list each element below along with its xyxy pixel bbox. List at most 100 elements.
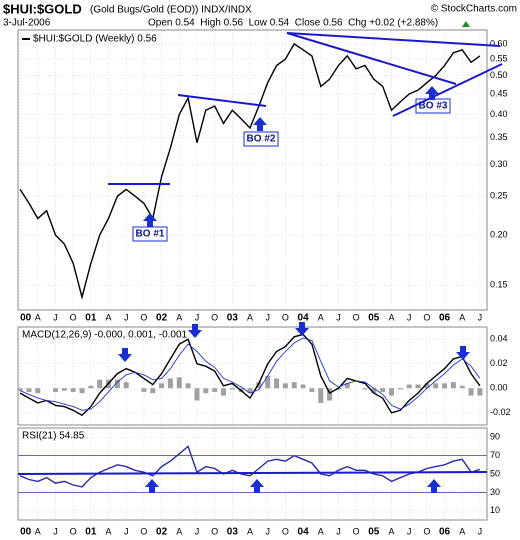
x-tick-label: A <box>459 312 465 322</box>
histogram-bar <box>212 388 218 392</box>
histogram-bar <box>380 388 386 392</box>
y-tick-label: 0.40 <box>490 109 508 119</box>
up-arrow <box>253 117 267 131</box>
y-tick-label: 0.20 <box>490 229 508 239</box>
panel-title: MACD(12,26,9) -0.000, 0.001, -0.001 <box>22 330 188 341</box>
histogram-bar <box>424 383 430 389</box>
histogram-bar <box>477 388 483 396</box>
histogram-bar <box>70 388 76 392</box>
annotation-box <box>243 131 279 147</box>
histogram-bar <box>167 378 173 389</box>
y-tick-label: 90 <box>490 432 500 442</box>
histogram-bar <box>318 388 324 403</box>
x-tick-label: 05 <box>368 313 380 324</box>
histogram-bar <box>309 388 315 392</box>
histogram-bar <box>344 383 350 389</box>
histogram-bar <box>291 382 297 389</box>
x-tick-label: O <box>70 312 77 322</box>
x-tick-label: J <box>478 526 483 536</box>
down-arrow <box>295 322 309 336</box>
description: (Gold Bugs/Gold (EOD)) INDX/INDX <box>90 5 252 16</box>
x-tick-label: A <box>106 312 112 322</box>
down-arrow <box>118 348 132 362</box>
x-tick-label: 03 <box>227 527 239 538</box>
annotation: BO #2 <box>247 134 276 145</box>
up-arrow <box>145 479 159 493</box>
x-tick-label: O <box>140 526 147 536</box>
copyright: © StockCharts.com <box>431 4 517 15</box>
histogram-bar <box>274 378 280 389</box>
x-tick-label: A <box>106 526 112 536</box>
x-tick-label: A <box>388 312 394 322</box>
panel-title: RSI(21) 54.85 <box>22 431 85 442</box>
x-tick-label: O <box>282 312 289 322</box>
histogram-bar <box>247 388 253 394</box>
x-tick-label: 04 <box>298 313 310 324</box>
histogram-bar <box>256 382 262 389</box>
y-tick-label: 0.60 <box>490 38 508 48</box>
y-tick-label: 10 <box>490 505 500 515</box>
x-tick-label: 03 <box>227 313 239 324</box>
trendline <box>177 94 267 107</box>
x-tick-label: 01 <box>85 313 97 324</box>
up-arrow <box>427 479 441 493</box>
histogram-bar <box>203 388 209 394</box>
x-tick-label: A <box>35 312 41 322</box>
x-tick-label: J <box>124 526 129 536</box>
trendline <box>17 471 488 475</box>
histogram-bar <box>459 385 465 389</box>
y-tick-label: 0.35 <box>490 132 508 142</box>
x-tick-label: A <box>176 526 182 536</box>
histogram-bar <box>442 383 448 389</box>
y-tick-label: 0.50 <box>490 70 508 80</box>
x-tick-label: J <box>336 312 341 322</box>
histogram-bar <box>159 383 165 389</box>
down-arrow <box>188 324 202 338</box>
panel-frame <box>17 29 488 311</box>
histogram-bar <box>389 388 395 396</box>
x-tick-label: 00 <box>20 313 32 324</box>
x-tick-label: O <box>211 526 218 536</box>
y-tick-label: 30 <box>490 487 500 497</box>
histogram-bar <box>415 384 421 389</box>
x-tick-label: J <box>407 312 412 322</box>
y-tick-label: 0.55 <box>490 53 508 63</box>
histogram-bar <box>35 388 41 394</box>
histogram-bar <box>26 388 32 392</box>
histogram-bar <box>450 382 456 389</box>
panel <box>18 327 487 425</box>
histogram-bar <box>433 383 439 389</box>
x-tick-label: 01 <box>85 527 97 538</box>
x-tick-label: A <box>318 526 324 536</box>
histogram-bar <box>229 388 235 390</box>
x-tick-label: O <box>282 526 289 536</box>
trendline <box>286 32 457 85</box>
histogram-bar <box>52 388 58 392</box>
y-tick-label: 0.25 <box>490 191 508 201</box>
x-tick-label: J <box>478 312 483 322</box>
histogram-bar <box>61 388 67 391</box>
x-tick-label: J <box>195 312 200 322</box>
y-tick-label: -0.02 <box>490 407 511 417</box>
y-tick-label: 0.15 <box>490 279 508 289</box>
y-tick-label: 0.30 <box>490 159 508 169</box>
x-tick-label: 02 <box>156 527 168 538</box>
x-tick-label: J <box>53 526 58 536</box>
up-arrow <box>143 213 157 227</box>
x-tick-label: O <box>353 312 360 322</box>
x-tick-label: A <box>176 312 182 322</box>
histogram-bar <box>371 388 377 394</box>
y-tick-label: 70 <box>490 450 500 460</box>
histogram-bar <box>150 388 156 394</box>
x-tick-label: O <box>353 526 360 536</box>
x-tick-label: 06 <box>439 313 451 324</box>
down-arrow <box>456 346 470 360</box>
histogram-bar <box>468 388 474 396</box>
x-tick-label: J <box>265 526 270 536</box>
x-tick-label: A <box>35 526 41 536</box>
histogram-bar <box>406 384 412 389</box>
annotation: BO #1 <box>136 229 165 240</box>
x-tick-label: 00 <box>20 527 32 538</box>
panel-frame <box>17 326 488 426</box>
